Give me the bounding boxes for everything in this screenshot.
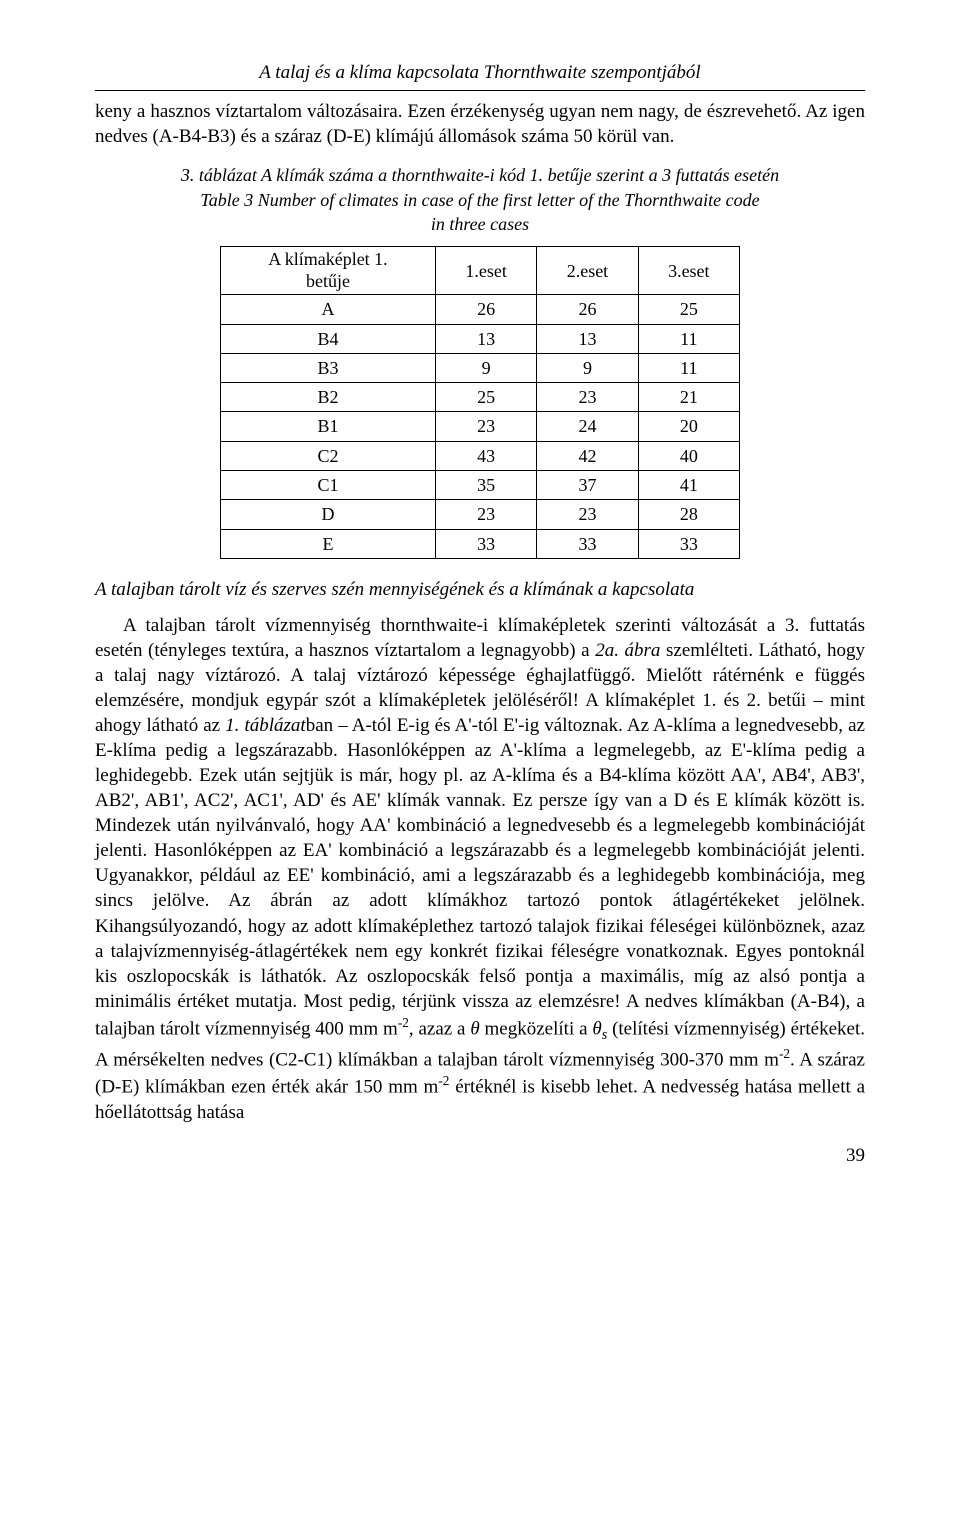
table-cell: 9 <box>435 353 536 382</box>
table-row: A262625 <box>221 295 740 324</box>
page-number: 39 <box>95 1143 865 1169</box>
table-caption-en-line2: in three cases <box>431 214 529 234</box>
table-cell: 26 <box>537 295 638 324</box>
table-row: C2434240 <box>221 441 740 470</box>
table-cell: 35 <box>435 471 536 500</box>
table-row: B4131311 <box>221 324 740 353</box>
table-cell: 9 <box>537 353 638 382</box>
table-row: E333333 <box>221 529 740 558</box>
table-cell: 23 <box>435 500 536 529</box>
table-cell: A <box>221 295 436 324</box>
table-header-row: A klímaképlet 1.betűje 1.eset 2.eset 3.e… <box>221 247 740 295</box>
table-cell: 33 <box>537 529 638 558</box>
table-cell: 13 <box>435 324 536 353</box>
table-cell: 33 <box>638 529 739 558</box>
climate-table: A klímaképlet 1.betűje 1.eset 2.eset 3.e… <box>220 246 740 559</box>
table-row: B2252321 <box>221 383 740 412</box>
paragraph-intro: keny a hasznos víztartalom változásaira.… <box>95 99 865 150</box>
table-cell: B1 <box>221 412 436 441</box>
table-header-cell: 3.eset <box>638 247 739 295</box>
table-cell: 42 <box>537 441 638 470</box>
table-cell: 23 <box>435 412 536 441</box>
table-caption-hu: 3. táblázat A klímák száma a thornthwait… <box>95 164 865 187</box>
table-cell: D <box>221 500 436 529</box>
table-cell: 33 <box>435 529 536 558</box>
table-cell: 25 <box>638 295 739 324</box>
table-caption-en-line1: Table 3 Number of climates in case of th… <box>200 190 759 210</box>
table-header-cell: 2.eset <box>537 247 638 295</box>
table-cell: 43 <box>435 441 536 470</box>
table-cell: B2 <box>221 383 436 412</box>
table-header-cell: A klímaképlet 1.betűje <box>221 247 436 295</box>
table-cell: 37 <box>537 471 638 500</box>
table-cell: E <box>221 529 436 558</box>
table-caption-en: Table 3 Number of climates in case of th… <box>95 189 865 236</box>
table-cell: 28 <box>638 500 739 529</box>
page-header-title: A talaj és a klíma kapcsolata Thornthwai… <box>95 60 865 91</box>
table-body: A262625B4131311B39911B2252321B1232420C24… <box>221 295 740 559</box>
table-cell: B3 <box>221 353 436 382</box>
table-cell: C2 <box>221 441 436 470</box>
table-cell: 20 <box>638 412 739 441</box>
table-cell: 23 <box>537 500 638 529</box>
table-cell: 24 <box>537 412 638 441</box>
table-cell: 23 <box>537 383 638 412</box>
table-cell: 11 <box>638 324 739 353</box>
section-heading: A talajban tárolt víz és szerves szén me… <box>95 577 865 603</box>
table-cell: 41 <box>638 471 739 500</box>
table-cell: 25 <box>435 383 536 412</box>
table-cell: 13 <box>537 324 638 353</box>
table-row: C1353741 <box>221 471 740 500</box>
table-row: B39911 <box>221 353 740 382</box>
table-row: B1232420 <box>221 412 740 441</box>
table-cell: 11 <box>638 353 739 382</box>
table-header-cell: 1.eset <box>435 247 536 295</box>
table-cell: 21 <box>638 383 739 412</box>
table-row: D232328 <box>221 500 740 529</box>
table-cell: 26 <box>435 295 536 324</box>
table-cell: B4 <box>221 324 436 353</box>
table-cell: 40 <box>638 441 739 470</box>
main-paragraph: A talajban tárolt vízmennyiség thornthwa… <box>95 613 865 1125</box>
table-cell: C1 <box>221 471 436 500</box>
